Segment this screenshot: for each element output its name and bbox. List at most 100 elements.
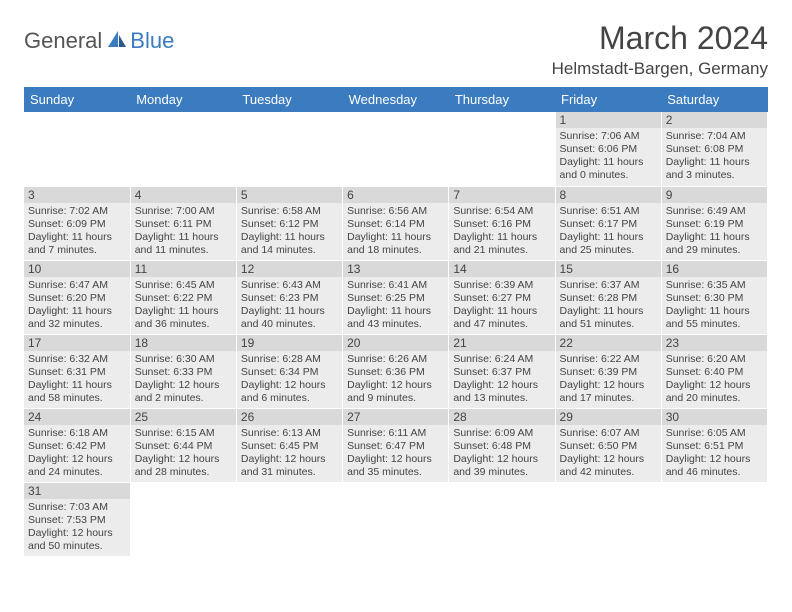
calendar-cell: 14Sunrise: 6:39 AMSunset: 6:27 PMDayligh… (449, 260, 555, 334)
weekday-header: Sunday (24, 87, 130, 112)
day-number: 25 (131, 409, 236, 425)
day-number: 21 (449, 335, 554, 351)
day-number: 17 (24, 335, 130, 351)
day-body: Sunrise: 7:02 AMSunset: 6:09 PMDaylight:… (24, 203, 130, 260)
logo-text-blue: Blue (130, 28, 174, 54)
header: General Blue March 2024 Helmstadt-Bargen… (24, 20, 768, 79)
day-number: 6 (343, 187, 448, 203)
location: Helmstadt-Bargen, Germany (552, 59, 768, 79)
day-body: Sunrise: 6:39 AMSunset: 6:27 PMDaylight:… (449, 277, 554, 334)
day-body: Sunrise: 6:13 AMSunset: 6:45 PMDaylight:… (237, 425, 342, 482)
calendar-cell: 2Sunrise: 7:04 AMSunset: 6:08 PMDaylight… (661, 112, 767, 186)
calendar-cell: 13Sunrise: 6:41 AMSunset: 6:25 PMDayligh… (343, 260, 449, 334)
weekday-header: Friday (555, 87, 661, 112)
calendar-cell (343, 112, 449, 186)
day-number: 31 (24, 483, 130, 499)
weekday-header: Saturday (661, 87, 767, 112)
calendar-cell: 26Sunrise: 6:13 AMSunset: 6:45 PMDayligh… (236, 408, 342, 482)
weekday-header-row: Sunday Monday Tuesday Wednesday Thursday… (24, 87, 768, 112)
logo-sail-icon (106, 29, 128, 54)
day-number: 30 (662, 409, 767, 425)
calendar-cell (130, 482, 236, 556)
day-body: Sunrise: 6:20 AMSunset: 6:40 PMDaylight:… (662, 351, 767, 408)
day-number: 7 (449, 187, 554, 203)
day-body: Sunrise: 6:49 AMSunset: 6:19 PMDaylight:… (662, 203, 767, 260)
calendar-cell (236, 482, 342, 556)
day-body: Sunrise: 6:41 AMSunset: 6:25 PMDaylight:… (343, 277, 448, 334)
day-body: Sunrise: 6:45 AMSunset: 6:22 PMDaylight:… (131, 277, 236, 334)
calendar-row: 17Sunrise: 6:32 AMSunset: 6:31 PMDayligh… (24, 334, 768, 408)
day-body: Sunrise: 6:30 AMSunset: 6:33 PMDaylight:… (131, 351, 236, 408)
day-number: 18 (131, 335, 236, 351)
day-number: 5 (237, 187, 342, 203)
calendar-cell: 16Sunrise: 6:35 AMSunset: 6:30 PMDayligh… (661, 260, 767, 334)
calendar-cell: 20Sunrise: 6:26 AMSunset: 6:36 PMDayligh… (343, 334, 449, 408)
day-body: Sunrise: 6:22 AMSunset: 6:39 PMDaylight:… (556, 351, 661, 408)
calendar-cell (343, 482, 449, 556)
day-number: 23 (662, 335, 767, 351)
calendar-cell: 19Sunrise: 6:28 AMSunset: 6:34 PMDayligh… (236, 334, 342, 408)
calendar-cell: 10Sunrise: 6:47 AMSunset: 6:20 PMDayligh… (24, 260, 130, 334)
calendar-cell (555, 482, 661, 556)
calendar-cell: 25Sunrise: 6:15 AMSunset: 6:44 PMDayligh… (130, 408, 236, 482)
day-body: Sunrise: 6:56 AMSunset: 6:14 PMDaylight:… (343, 203, 448, 260)
calendar-row: 1Sunrise: 7:06 AMSunset: 6:06 PMDaylight… (24, 112, 768, 186)
day-body: Sunrise: 6:58 AMSunset: 6:12 PMDaylight:… (237, 203, 342, 260)
calendar-cell: 5Sunrise: 6:58 AMSunset: 6:12 PMDaylight… (236, 186, 342, 260)
day-body: Sunrise: 6:09 AMSunset: 6:48 PMDaylight:… (449, 425, 554, 482)
calendar-table: Sunday Monday Tuesday Wednesday Thursday… (24, 87, 768, 557)
logo: General Blue (24, 20, 174, 54)
day-number: 28 (449, 409, 554, 425)
calendar-cell: 22Sunrise: 6:22 AMSunset: 6:39 PMDayligh… (555, 334, 661, 408)
day-number: 8 (556, 187, 661, 203)
day-body: Sunrise: 7:00 AMSunset: 6:11 PMDaylight:… (131, 203, 236, 260)
title-block: March 2024 Helmstadt-Bargen, Germany (552, 20, 768, 79)
weekday-header: Wednesday (343, 87, 449, 112)
calendar-cell: 17Sunrise: 6:32 AMSunset: 6:31 PMDayligh… (24, 334, 130, 408)
calendar-cell (24, 112, 130, 186)
day-number: 14 (449, 261, 554, 277)
day-body: Sunrise: 6:24 AMSunset: 6:37 PMDaylight:… (449, 351, 554, 408)
calendar-cell: 7Sunrise: 6:54 AMSunset: 6:16 PMDaylight… (449, 186, 555, 260)
calendar-cell: 27Sunrise: 6:11 AMSunset: 6:47 PMDayligh… (343, 408, 449, 482)
day-body: Sunrise: 6:05 AMSunset: 6:51 PMDaylight:… (662, 425, 767, 482)
day-body: Sunrise: 6:28 AMSunset: 6:34 PMDaylight:… (237, 351, 342, 408)
calendar-cell: 30Sunrise: 6:05 AMSunset: 6:51 PMDayligh… (661, 408, 767, 482)
calendar-cell: 9Sunrise: 6:49 AMSunset: 6:19 PMDaylight… (661, 186, 767, 260)
calendar-row: 10Sunrise: 6:47 AMSunset: 6:20 PMDayligh… (24, 260, 768, 334)
day-body: Sunrise: 6:54 AMSunset: 6:16 PMDaylight:… (449, 203, 554, 260)
weekday-header: Thursday (449, 87, 555, 112)
calendar-cell: 6Sunrise: 6:56 AMSunset: 6:14 PMDaylight… (343, 186, 449, 260)
calendar-cell: 8Sunrise: 6:51 AMSunset: 6:17 PMDaylight… (555, 186, 661, 260)
day-body: Sunrise: 6:11 AMSunset: 6:47 PMDaylight:… (343, 425, 448, 482)
calendar-cell: 18Sunrise: 6:30 AMSunset: 6:33 PMDayligh… (130, 334, 236, 408)
day-number: 26 (237, 409, 342, 425)
day-number: 1 (556, 112, 661, 128)
calendar-cell (661, 482, 767, 556)
day-body: Sunrise: 6:07 AMSunset: 6:50 PMDaylight:… (556, 425, 661, 482)
day-number: 2 (662, 112, 767, 128)
calendar-cell: 1Sunrise: 7:06 AMSunset: 6:06 PMDaylight… (555, 112, 661, 186)
calendar-cell: 15Sunrise: 6:37 AMSunset: 6:28 PMDayligh… (555, 260, 661, 334)
day-body: Sunrise: 6:32 AMSunset: 6:31 PMDaylight:… (24, 351, 130, 408)
day-number: 15 (556, 261, 661, 277)
day-number: 4 (131, 187, 236, 203)
calendar-row: 31Sunrise: 7:03 AMSunset: 7:53 PMDayligh… (24, 482, 768, 556)
day-body: Sunrise: 6:18 AMSunset: 6:42 PMDaylight:… (24, 425, 130, 482)
calendar-cell (449, 482, 555, 556)
calendar-cell (449, 112, 555, 186)
day-body: Sunrise: 6:51 AMSunset: 6:17 PMDaylight:… (556, 203, 661, 260)
day-number: 10 (24, 261, 130, 277)
day-number: 22 (556, 335, 661, 351)
day-number: 20 (343, 335, 448, 351)
weekday-header: Tuesday (236, 87, 342, 112)
day-number: 16 (662, 261, 767, 277)
calendar-cell: 3Sunrise: 7:02 AMSunset: 6:09 PMDaylight… (24, 186, 130, 260)
day-body: Sunrise: 6:37 AMSunset: 6:28 PMDaylight:… (556, 277, 661, 334)
calendar-body: 1Sunrise: 7:06 AMSunset: 6:06 PMDaylight… (24, 112, 768, 556)
month-title: March 2024 (552, 20, 768, 57)
day-body: Sunrise: 6:47 AMSunset: 6:20 PMDaylight:… (24, 277, 130, 334)
calendar-cell: 11Sunrise: 6:45 AMSunset: 6:22 PMDayligh… (130, 260, 236, 334)
day-number: 13 (343, 261, 448, 277)
logo-text-general: General (24, 28, 102, 54)
